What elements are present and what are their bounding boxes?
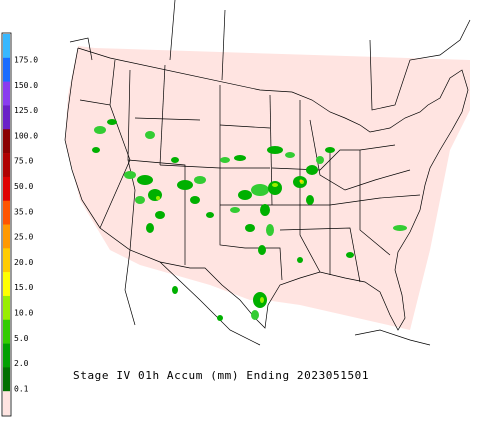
colorbar-segment bbox=[3, 248, 10, 273]
precip-area bbox=[267, 146, 283, 154]
colorbar-label: 50.0 bbox=[14, 182, 33, 191]
precip-area bbox=[145, 131, 155, 139]
colorbar-segment bbox=[3, 295, 10, 321]
colorbar-label: 150.0 bbox=[14, 81, 38, 90]
precip-area bbox=[266, 224, 274, 236]
precip-area bbox=[135, 196, 145, 204]
precip-area bbox=[146, 223, 154, 233]
precip-area bbox=[285, 152, 295, 158]
colorbar-label: 125.0 bbox=[14, 106, 38, 115]
precip-area bbox=[245, 224, 255, 232]
colorbar-label: 0.1 bbox=[14, 384, 29, 393]
precip-area bbox=[258, 245, 266, 255]
colorbar-label: 35.0 bbox=[14, 207, 33, 216]
colorbar-segment bbox=[3, 176, 10, 201]
precip-area bbox=[94, 126, 106, 134]
precip-core bbox=[272, 183, 278, 187]
precip-area bbox=[346, 252, 354, 258]
colorbar-segment bbox=[3, 343, 10, 368]
colorbar-label: 15.0 bbox=[14, 283, 33, 292]
precip-area bbox=[172, 286, 178, 294]
precip-area bbox=[251, 310, 259, 320]
precip-area bbox=[306, 195, 314, 205]
colorbar-label: 25.0 bbox=[14, 233, 33, 242]
colorbar-segment bbox=[3, 129, 10, 154]
precip-area bbox=[238, 190, 252, 200]
colorbar-segment bbox=[3, 319, 10, 344]
precip-peak bbox=[299, 179, 303, 183]
colorbar-segment bbox=[3, 367, 10, 392]
precip-area bbox=[393, 225, 407, 231]
colorbar-segment bbox=[3, 57, 10, 82]
colorbar-label: 175.0 bbox=[14, 56, 38, 65]
precip-area bbox=[268, 181, 282, 195]
precip-area bbox=[171, 157, 179, 163]
precip-area bbox=[190, 196, 200, 204]
colorbar-label: 100.0 bbox=[14, 131, 38, 140]
precip-area bbox=[234, 155, 246, 161]
colorbar-segment bbox=[3, 272, 10, 297]
precip-area bbox=[137, 175, 153, 185]
precip-area bbox=[325, 147, 335, 153]
colorbar-labels: 175.0 150.0 125.0 100.0 75.0 50.0 35.0 25.0 20.0… bbox=[14, 56, 38, 394]
country-outline bbox=[64, 47, 469, 331]
precip-area bbox=[260, 204, 270, 216]
colorbar-segment bbox=[3, 153, 10, 178]
colorbar-segment bbox=[3, 34, 10, 59]
state-lines bbox=[79, 59, 421, 283]
precip-area bbox=[148, 189, 162, 201]
precip-area bbox=[177, 180, 193, 190]
colorbar-label: 75.0 bbox=[14, 157, 33, 166]
precip-area bbox=[194, 176, 206, 184]
colorbar-segment bbox=[3, 81, 10, 106]
precip-area bbox=[206, 212, 214, 218]
colorbar-label: 10.0 bbox=[14, 309, 33, 318]
precip-area bbox=[124, 171, 136, 179]
precip-area bbox=[306, 165, 318, 175]
colorbar-segment bbox=[3, 391, 10, 416]
precip-core bbox=[260, 297, 264, 303]
colorbar-segment bbox=[3, 200, 10, 225]
precip-area bbox=[107, 119, 117, 125]
colorbar-label: 5.0 bbox=[14, 334, 29, 343]
precipitation-areas bbox=[92, 119, 407, 321]
precip-area bbox=[220, 157, 230, 163]
precip-area bbox=[92, 147, 100, 153]
colorbar-label: 2.0 bbox=[14, 359, 29, 368]
colorbar-frame bbox=[1, 32, 12, 417]
colorbar-segment bbox=[3, 105, 10, 130]
precip-area bbox=[230, 207, 240, 213]
precip-core bbox=[156, 196, 160, 200]
map-title: Stage IV 01h Accum (mm) Ending 202305150… bbox=[73, 369, 369, 382]
precip-area bbox=[297, 257, 303, 263]
colorbar bbox=[3, 34, 10, 416]
colorbar-segment bbox=[3, 224, 10, 249]
precip-area bbox=[316, 156, 324, 164]
precip-area bbox=[251, 184, 269, 196]
precip-area bbox=[217, 315, 223, 321]
colorbar-label: 20.0 bbox=[14, 258, 33, 267]
neighbor-outlines bbox=[69, 0, 471, 346]
precip-area bbox=[155, 211, 165, 219]
